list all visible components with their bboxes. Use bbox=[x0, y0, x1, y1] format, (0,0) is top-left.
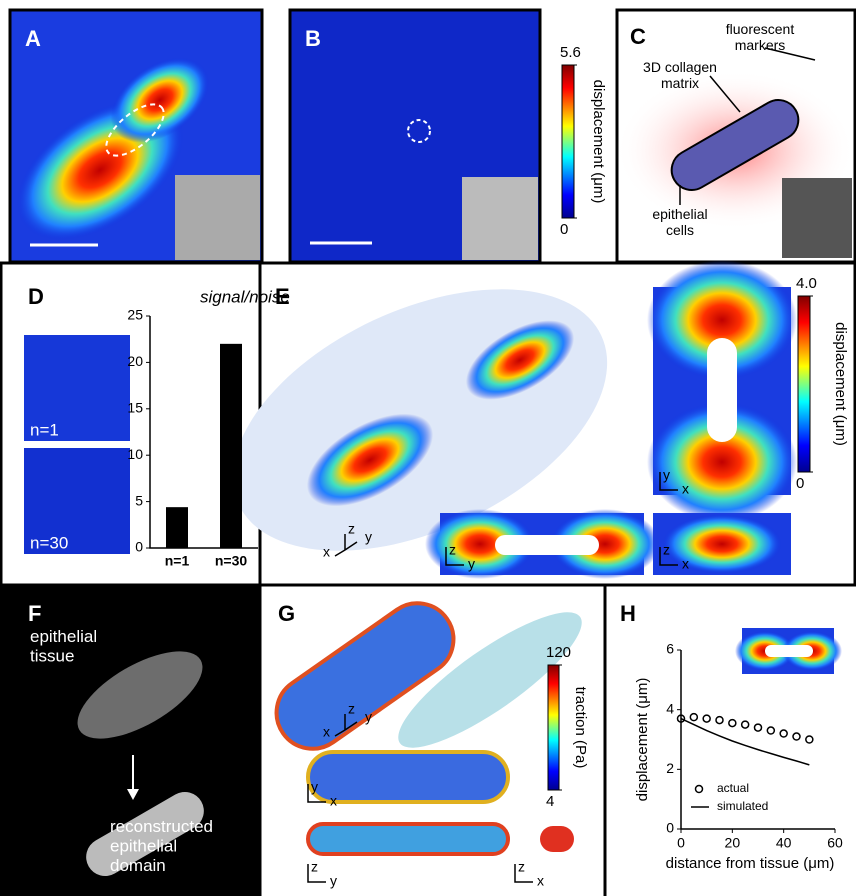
x-tick-label: 20 bbox=[725, 835, 741, 851]
tissue bbox=[765, 645, 813, 657]
colorbar bbox=[798, 296, 810, 472]
axis-letter: x bbox=[682, 556, 689, 572]
figure: A B C fluorescentmarkers 3D collagenmatr… bbox=[0, 0, 856, 896]
colorbar-tick-label: 0 bbox=[796, 475, 804, 492]
inset bbox=[462, 177, 538, 260]
bar bbox=[220, 344, 242, 548]
y-tick-label: 2 bbox=[666, 760, 674, 776]
y-tick-label: 15 bbox=[127, 400, 143, 416]
point bbox=[703, 715, 710, 722]
legend-marker bbox=[696, 786, 703, 793]
colorbar bbox=[548, 665, 559, 790]
axis-letter: y bbox=[468, 556, 475, 572]
point bbox=[780, 730, 787, 737]
colorbar-tick-label: 120 bbox=[546, 644, 571, 661]
traction-map bbox=[540, 826, 574, 852]
axis-letter: z bbox=[449, 542, 456, 558]
inset bbox=[782, 178, 852, 258]
colorbar bbox=[562, 65, 574, 218]
axis-letter: x bbox=[330, 793, 337, 809]
axis-letter: z bbox=[348, 701, 355, 717]
chart-title: signal/noise bbox=[200, 287, 290, 306]
x-tick-label: n=30 bbox=[215, 553, 248, 569]
tissue bbox=[495, 535, 599, 555]
y-tick-label: 0 bbox=[135, 539, 143, 555]
bar bbox=[166, 507, 188, 548]
y-tick-label: 0 bbox=[666, 820, 674, 836]
panel-label: H bbox=[620, 601, 636, 626]
colorbar-tick-label: 4 bbox=[546, 793, 554, 810]
axis-letter: x bbox=[682, 481, 689, 497]
point bbox=[755, 724, 762, 731]
colorbar-tick-label: 4.0 bbox=[796, 275, 817, 292]
colorbar-title: traction (Pa) bbox=[572, 687, 589, 769]
axis-letter: x bbox=[323, 544, 330, 560]
y-tick-label: 20 bbox=[127, 353, 143, 369]
y-tick-label: 10 bbox=[127, 446, 143, 462]
x-tick-label: 60 bbox=[827, 835, 843, 851]
axis-letter: y bbox=[330, 873, 337, 889]
legend-label: actual bbox=[717, 781, 749, 795]
x-tick-label: 0 bbox=[677, 835, 685, 851]
axis-letter: y bbox=[663, 467, 670, 483]
point bbox=[793, 733, 800, 740]
panel-label: F bbox=[28, 601, 41, 626]
panel-label: C bbox=[630, 24, 646, 49]
point bbox=[742, 721, 749, 728]
axis-letter: y bbox=[365, 709, 372, 725]
colorbar-tick-label: 0 bbox=[560, 221, 568, 238]
y-axis-label: displacement (μm) bbox=[634, 678, 651, 802]
point bbox=[690, 714, 697, 721]
panel-label: D bbox=[28, 284, 44, 309]
traction-map bbox=[308, 752, 508, 802]
axis-letter: z bbox=[311, 859, 318, 875]
hotspot bbox=[662, 514, 782, 574]
x-tick-label: n=1 bbox=[165, 553, 190, 569]
point bbox=[806, 736, 813, 743]
image-label: n=1 bbox=[30, 420, 59, 439]
axis-letter: y bbox=[311, 779, 318, 795]
colorbar-title: displacement (μm) bbox=[832, 322, 849, 446]
axis-letter: z bbox=[348, 521, 355, 537]
point bbox=[729, 720, 736, 727]
image-label: n=30 bbox=[30, 533, 68, 552]
colorbar-tick-label: 5.6 bbox=[560, 44, 581, 61]
legend-label: simulated bbox=[717, 799, 768, 813]
colorbar-title: displacement (μm) bbox=[590, 80, 607, 204]
panel-label: G bbox=[278, 601, 295, 626]
line bbox=[681, 719, 809, 765]
inset bbox=[175, 175, 260, 260]
y-tick-label: 6 bbox=[666, 641, 674, 657]
axis-letter: x bbox=[323, 724, 330, 740]
axis-letter: z bbox=[518, 859, 525, 875]
axis-letter: z bbox=[663, 542, 670, 558]
axis-letter: x bbox=[537, 873, 544, 889]
traction-map bbox=[308, 824, 508, 854]
point bbox=[716, 717, 723, 724]
axis-letter: y bbox=[365, 529, 372, 545]
x-tick-label: 40 bbox=[776, 835, 792, 851]
tissue bbox=[707, 338, 737, 442]
y-tick-label: 4 bbox=[666, 700, 674, 716]
point bbox=[767, 727, 774, 734]
y-tick-label: 5 bbox=[135, 492, 143, 508]
x-axis-label: distance from tissue (μm) bbox=[666, 855, 835, 872]
y-tick-label: 25 bbox=[127, 307, 143, 323]
panel-label: A bbox=[25, 26, 41, 51]
panel-label: B bbox=[305, 26, 321, 51]
